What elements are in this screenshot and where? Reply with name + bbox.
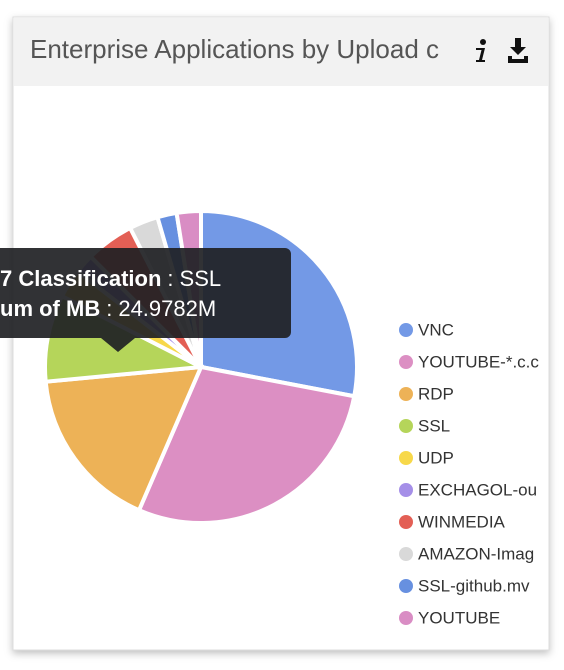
tooltip-separator: :	[106, 296, 112, 321]
legend-label: YOUTUBE-*.c.c	[418, 352, 539, 371]
card-header	[14, 18, 548, 86]
pie-slice	[136, 364, 357, 525]
legend: VNC YOUTUBE-*.c.c RDP SSL UDP EXCHAGOL-ou WINM…	[399, 320, 539, 627]
legend-label: YOUTUBE	[418, 608, 500, 627]
download-icon[interactable]	[508, 38, 528, 63]
legend-label: SSL	[418, 416, 450, 435]
legend-label: SSL-github.mv	[418, 576, 530, 595]
legend-label: WINMEDIA	[418, 512, 506, 531]
legend-swatch	[399, 419, 413, 433]
legend-swatch	[399, 611, 413, 625]
chart-title: Enterprise Applications by Upload c	[30, 34, 439, 64]
legend-swatch	[399, 547, 413, 561]
legend-swatch	[399, 579, 413, 593]
pie-slice	[43, 364, 205, 513]
legend-label: UDP	[418, 448, 454, 467]
legend-label: RDP	[418, 384, 454, 403]
legend-swatch	[399, 483, 413, 497]
tooltip-key: um of MB	[0, 296, 100, 321]
tooltip-value: 24.9782M	[118, 296, 216, 321]
legend-label: EXCHAGOL-ou	[418, 480, 537, 499]
legend-swatch	[399, 451, 413, 465]
info-icon[interactable]	[476, 39, 486, 62]
tooltip-line: um of MB:24.9782M	[0, 296, 216, 321]
legend-swatch	[399, 515, 413, 529]
tooltip-line: 7 Classification: SSL	[0, 266, 221, 291]
tooltip-key: 7 Classification	[0, 266, 161, 291]
legend-swatch	[399, 323, 413, 337]
tooltip-value: SSL	[180, 266, 222, 291]
legend-label: VNC	[418, 320, 454, 339]
legend-label: AMAZON-Imag	[418, 544, 534, 563]
tooltip-separator: :	[167, 266, 173, 291]
legend-swatch	[399, 355, 413, 369]
legend-swatch	[399, 387, 413, 401]
